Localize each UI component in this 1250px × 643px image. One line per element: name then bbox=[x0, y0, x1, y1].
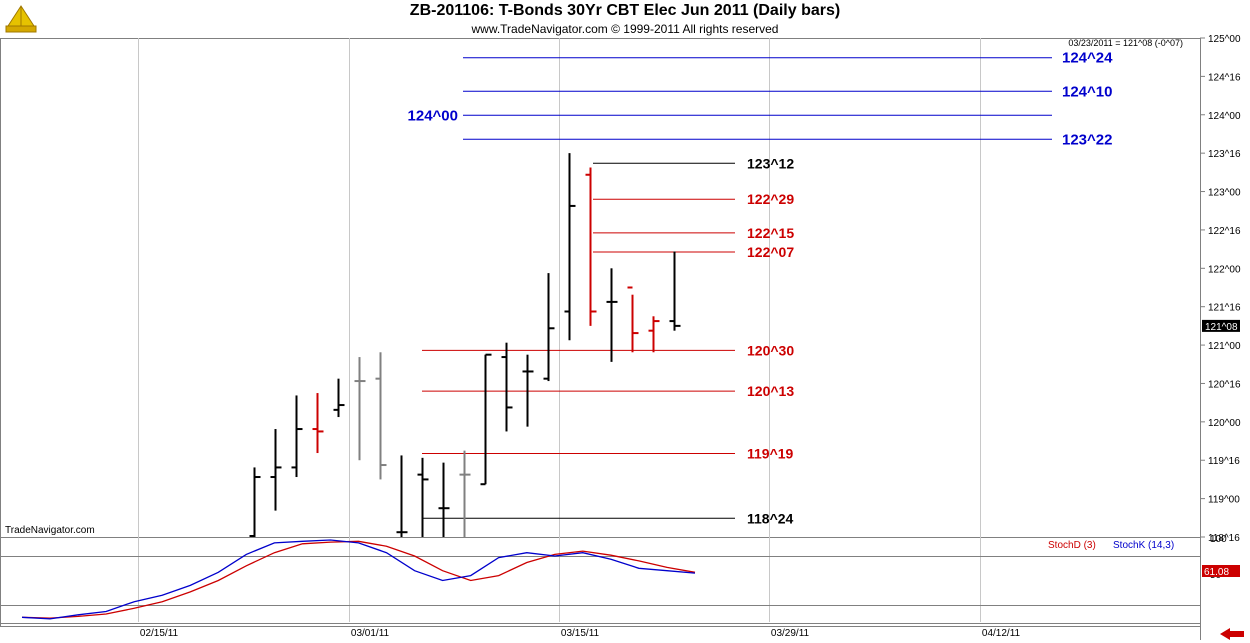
x-tick-label: 03/15/11 bbox=[561, 628, 600, 639]
level-label: 122^07 bbox=[747, 244, 794, 260]
level-label: 122^15 bbox=[747, 225, 794, 241]
y-tick-label: 119^00 bbox=[1208, 495, 1240, 506]
y-tick-label: 121^16 bbox=[1208, 303, 1241, 314]
y-tick-label: 123^16 bbox=[1208, 149, 1241, 160]
y-tick-label: 124^16 bbox=[1208, 72, 1241, 83]
x-tick-label: 04/12/11 bbox=[982, 628, 1021, 639]
level-label: 119^19 bbox=[747, 446, 794, 462]
level-label: 123^22 bbox=[1062, 131, 1112, 148]
stochk-legend: StochK (14,3) bbox=[1113, 540, 1174, 551]
stoch-last-value-box bbox=[1202, 565, 1240, 577]
level-label: 124^10 bbox=[1062, 83, 1112, 100]
y-tick-label: 123^00 bbox=[1208, 188, 1241, 199]
y-tick-label: 120^16 bbox=[1208, 379, 1241, 390]
y-tick-label: 119^16 bbox=[1208, 456, 1240, 467]
level-label: 122^29 bbox=[747, 191, 794, 207]
watermark-text: TradeNavigator.com bbox=[5, 525, 95, 536]
price-panel-frame bbox=[0, 38, 1201, 538]
y-tick-label: 122^00 bbox=[1208, 264, 1241, 275]
x-tick-label: 03/01/11 bbox=[351, 628, 390, 639]
y-tick-label: 118^16 bbox=[1208, 533, 1240, 544]
scroll-right-arrow-icon[interactable] bbox=[1218, 627, 1246, 641]
y-tick-label: 122^16 bbox=[1208, 226, 1241, 237]
stochd-line bbox=[21, 540, 696, 619]
level-label: 120^30 bbox=[747, 342, 794, 358]
last-price-box bbox=[1202, 319, 1240, 332]
y-tick-label: 125^00 bbox=[1208, 34, 1241, 45]
y-tick-label: 120^00 bbox=[1208, 418, 1241, 429]
stoch-y-tick-label: 100 bbox=[1210, 534, 1227, 545]
stochk-line bbox=[21, 539, 696, 620]
stochastic-panel-frame bbox=[0, 537, 1201, 627]
info-readout: 03/23/2011 = 121^08 (-0^07) bbox=[1068, 38, 1183, 48]
level-label: 118^24 bbox=[747, 510, 794, 526]
tradenavigator-logo-icon bbox=[5, 5, 37, 33]
y-tick-label: 124^00 bbox=[1208, 111, 1241, 122]
level-label: 124^00 bbox=[408, 107, 458, 124]
last-price-label: 121^08 bbox=[1205, 322, 1238, 333]
level-label: 123^12 bbox=[747, 155, 794, 171]
chart-title: ZB-201106: T-Bonds 30Yr CBT Elec Jun 201… bbox=[409, 2, 841, 19]
x-tick-label: 02/15/11 bbox=[140, 628, 179, 639]
level-label: 124^24 bbox=[1062, 50, 1113, 67]
y-tick-label: 121^00 bbox=[1208, 341, 1241, 352]
x-tick-label: 03/29/11 bbox=[771, 628, 810, 639]
chart-subtitle: www.TradeNavigator.com © 1999-2011 All r… bbox=[471, 22, 779, 36]
stoch-last-value-label: 61.08 bbox=[1204, 567, 1229, 578]
stochd-legend: StochD (3) bbox=[1048, 540, 1096, 551]
level-label: 120^13 bbox=[747, 383, 794, 399]
